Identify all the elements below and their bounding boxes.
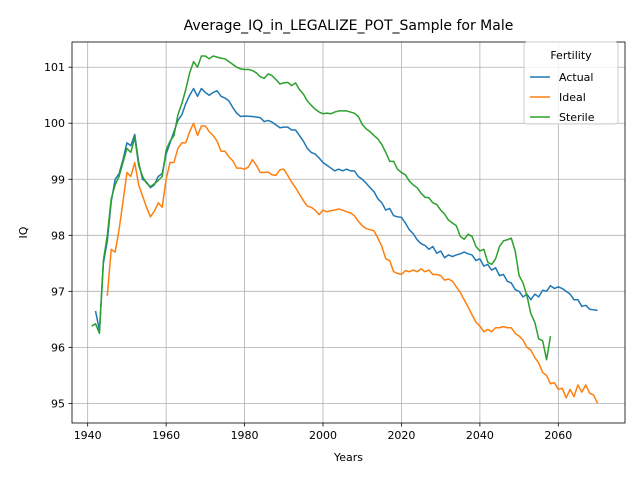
x-tick-label: 2040: [466, 429, 494, 442]
series-line-actual: [94, 87, 598, 332]
y-tick-label: 98: [51, 229, 65, 242]
y-tick-label: 97: [51, 285, 65, 298]
legend-label-ideal: Ideal: [559, 91, 586, 104]
legend-label-actual: Actual: [559, 71, 593, 84]
y-axis-label: IQ: [17, 226, 30, 238]
y-tick-label: 95: [51, 397, 65, 410]
chart-title: Average_IQ_in_LEGALIZE_POT_Sample for Ma…: [184, 18, 514, 34]
legend-title: Fertility: [550, 49, 592, 62]
plot-frame: [71, 41, 626, 424]
x-tick-label: 2020: [387, 429, 415, 442]
y-tick-label: 100: [44, 117, 65, 130]
y-tick-label: 101: [44, 61, 65, 74]
y-tick-label: 99: [51, 173, 65, 186]
x-tick-label: 1980: [231, 429, 259, 442]
y-axis-ticks: 95 96 97 98 99 100 101: [44, 61, 72, 410]
grid: [72, 42, 625, 423]
legend-label-sterile: Sterile: [559, 111, 595, 124]
x-tick-label: 2060: [544, 429, 572, 442]
series-line-ideal: [106, 122, 599, 404]
x-tick-label: 1960: [152, 429, 180, 442]
y-tick-label: 96: [51, 341, 65, 354]
series-lines: [91, 55, 599, 404]
x-axis-ticks: 1940 1960 1980 2000 2020 2040 2060: [74, 423, 572, 442]
series-line-sterile: [91, 55, 552, 361]
legend: Fertility Actual Ideal Sterile: [523, 41, 619, 125]
x-axis-label: Years: [333, 451, 363, 464]
legend-items: Actual Ideal Sterile: [530, 71, 595, 124]
x-tick-label: 2000: [309, 429, 337, 442]
legend-box: [523, 41, 619, 125]
x-tick-label: 1940: [74, 429, 102, 442]
